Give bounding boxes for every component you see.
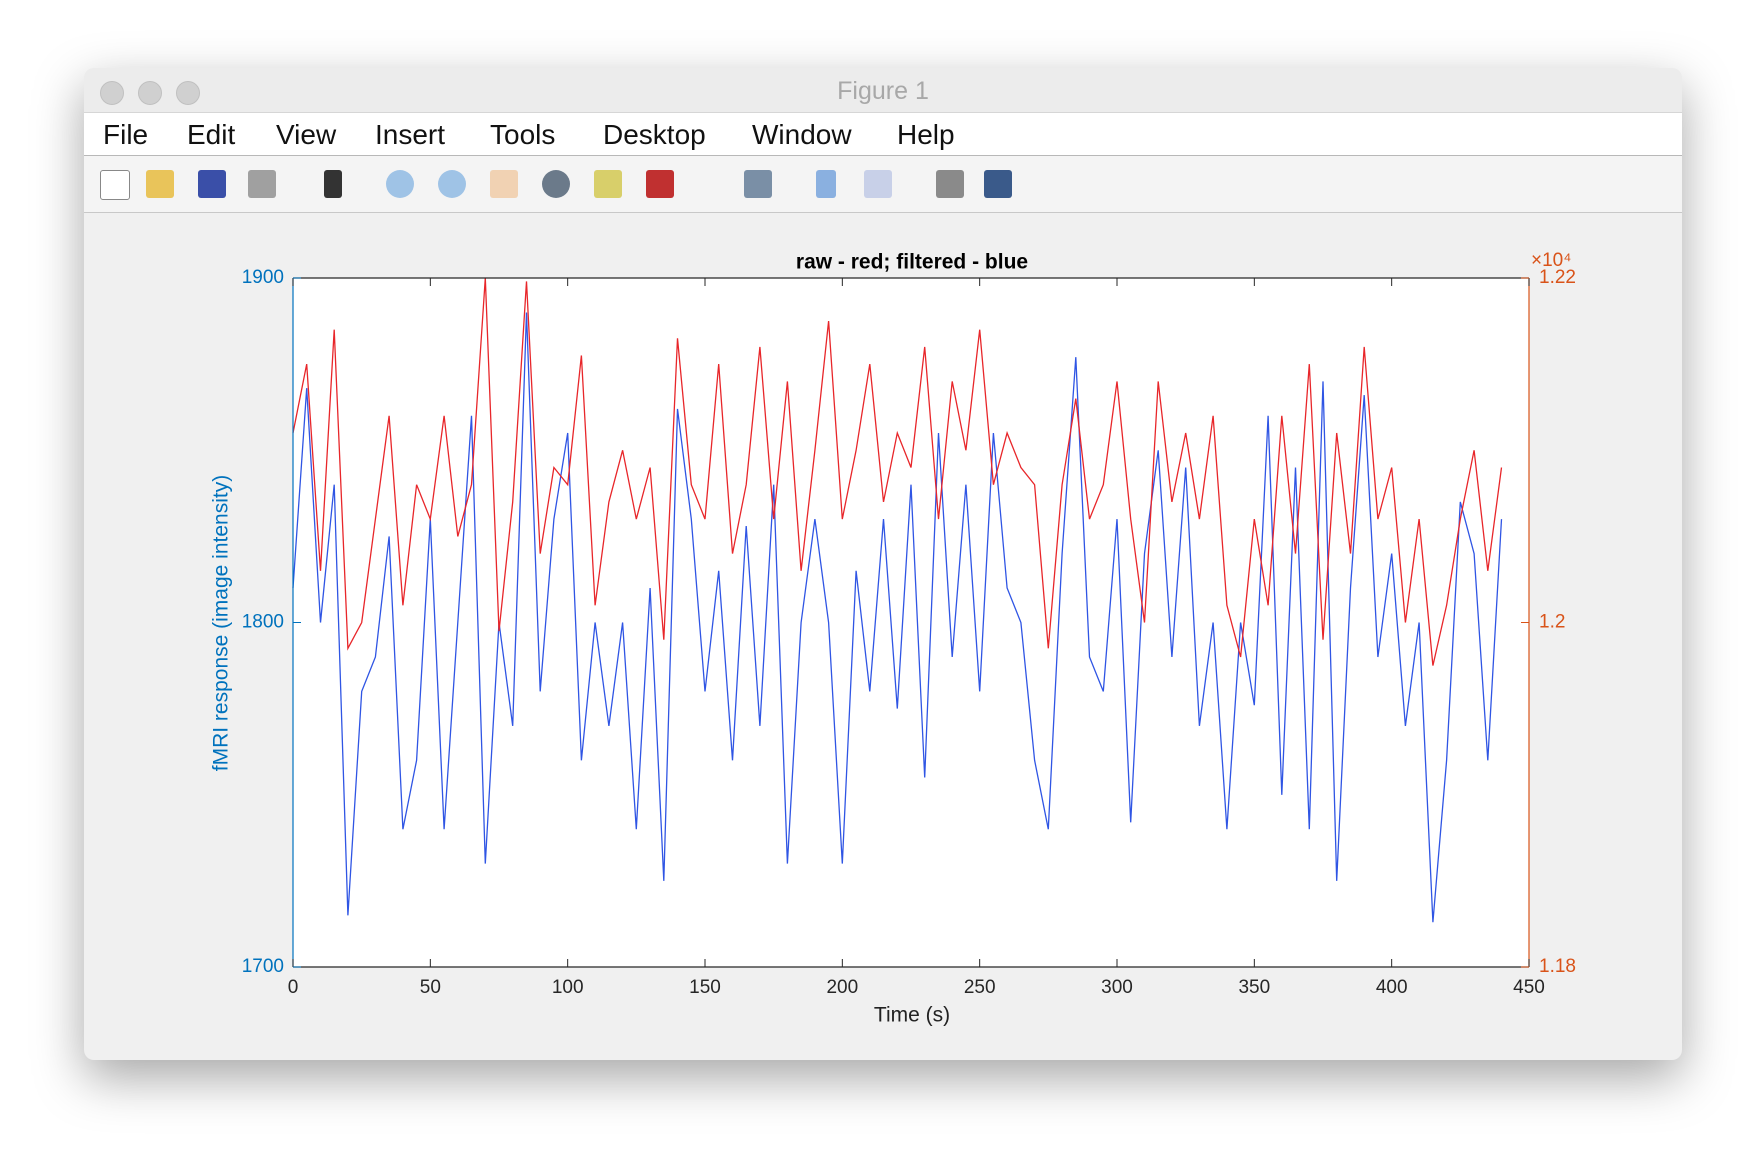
chart-title: raw - red; filtered - blue <box>796 251 1028 274</box>
zoom-out-icon[interactable] <box>438 170 466 198</box>
title-bar: Figure 1 <box>84 68 1682 113</box>
minimize-button[interactable] <box>138 81 162 105</box>
x-tick-label: 400 <box>1376 977 1408 998</box>
y-tick-label: 1800 <box>242 612 284 633</box>
x-axis-label: Time (s) <box>874 1004 950 1027</box>
window-title: Figure 1 <box>837 77 929 105</box>
zoom-button[interactable] <box>176 81 200 105</box>
save-icon[interactable] <box>198 170 226 198</box>
menu-item[interactable]: View <box>276 119 337 150</box>
hide-tools-icon[interactable] <box>936 170 964 198</box>
pan-icon[interactable] <box>490 170 518 198</box>
y-tick-label: 1900 <box>242 267 284 288</box>
link-icon[interactable] <box>744 170 772 198</box>
y2-scale-label: ×10⁴ <box>1531 250 1571 271</box>
y-axis-label: fMRI response (image intensity) <box>210 475 233 771</box>
menu-item[interactable]: File <box>103 119 149 150</box>
close-button[interactable] <box>100 81 124 105</box>
x-tick-label: 150 <box>689 977 721 998</box>
line-series <box>292 312 1503 923</box>
pointer-icon[interactable] <box>324 170 342 198</box>
menu-item[interactable]: Tools <box>490 119 556 150</box>
zoom-in-icon[interactable] <box>386 170 414 198</box>
y2-tick-label: 1.18 <box>1539 956 1576 977</box>
toolbar <box>84 156 1682 213</box>
menu-item[interactable]: Window <box>752 119 852 150</box>
line-series <box>292 277 1503 666</box>
y2-tick-label: 1.22 <box>1539 267 1576 288</box>
menu-item[interactable]: Edit <box>187 119 236 150</box>
x-tick-label: 350 <box>1238 977 1270 998</box>
new-icon[interactable] <box>100 170 130 200</box>
y-tick-label: 1700 <box>242 956 284 977</box>
brush-icon[interactable] <box>646 170 674 198</box>
x-tick-label: 300 <box>1101 977 1133 998</box>
x-tick-label: 200 <box>826 977 858 998</box>
x-tick-label: 450 <box>1513 977 1545 998</box>
show-tools-icon[interactable] <box>984 170 1012 198</box>
datacursor-icon[interactable] <box>594 170 622 198</box>
x-tick-label: 50 <box>420 977 441 998</box>
legend-icon[interactable] <box>864 170 892 198</box>
x-tick-label: 250 <box>964 977 996 998</box>
open-icon[interactable] <box>146 170 174 198</box>
colorbar-icon[interactable] <box>816 170 836 198</box>
rotate-icon[interactable] <box>542 170 570 198</box>
y2-tick-label: 1.2 <box>1539 612 1565 633</box>
print-icon[interactable] <box>248 170 276 198</box>
menu-item[interactable]: Help <box>897 119 955 150</box>
x-tick-label: 100 <box>552 977 584 998</box>
menu-item[interactable]: Insert <box>375 119 446 150</box>
menu-bar: File Edit View Insert Tools Desktop Window Help <box>84 113 1682 156</box>
menu-item[interactable]: Desktop <box>603 119 706 150</box>
x-tick-label: 0 <box>288 977 299 998</box>
